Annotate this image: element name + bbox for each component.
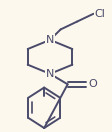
Text: N: N — [45, 35, 54, 45]
Text: N: N — [45, 69, 54, 79]
Text: Cl: Cl — [94, 9, 105, 19]
Text: O: O — [88, 79, 97, 89]
